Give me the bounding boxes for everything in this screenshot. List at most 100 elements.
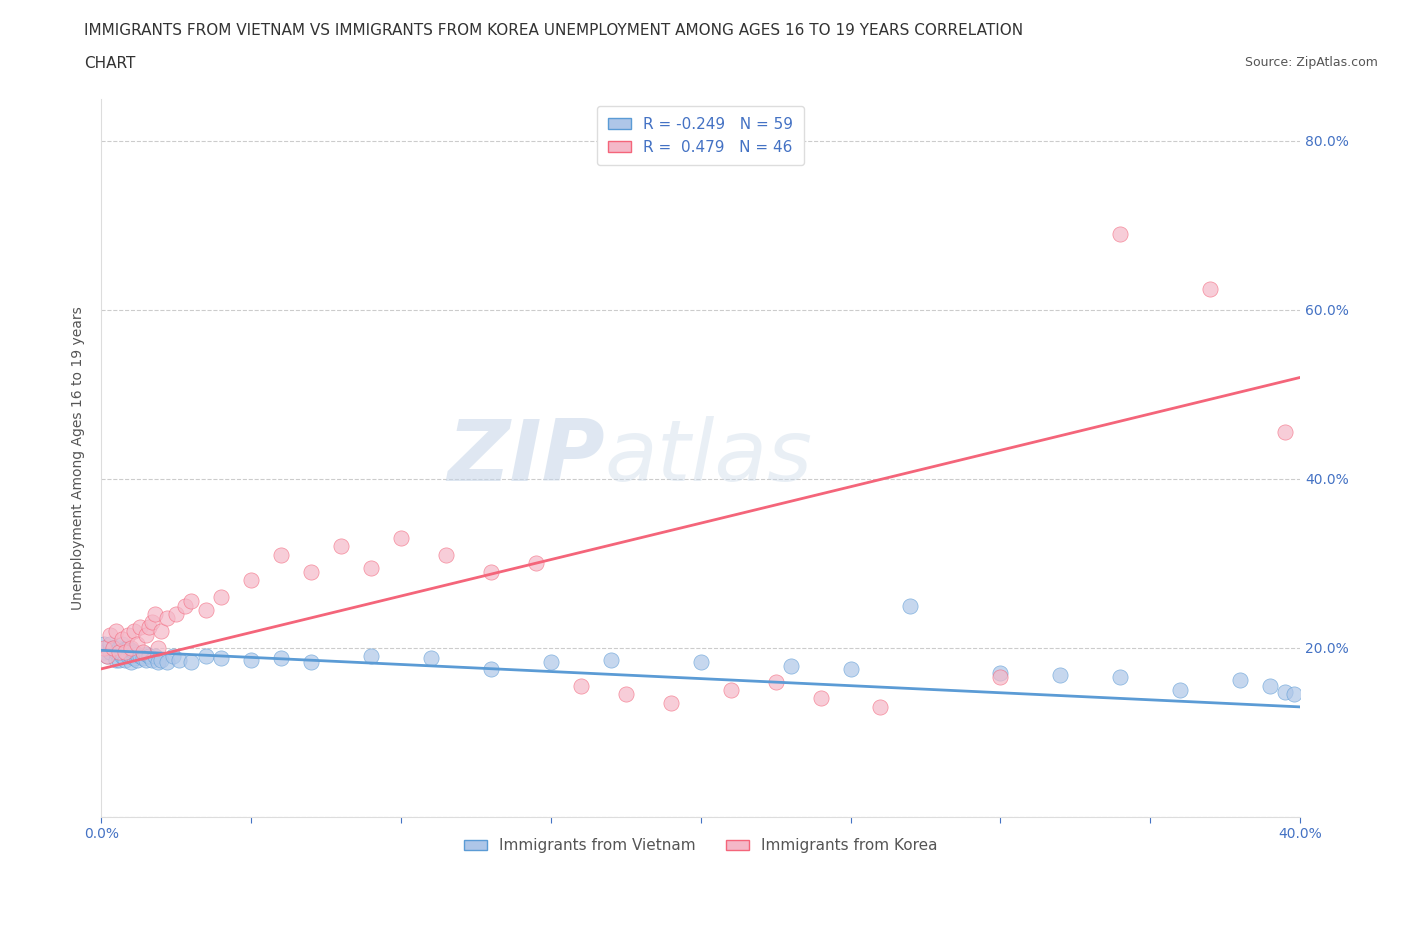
- Point: [122, 650, 145, 665]
- Point: [105, 653, 128, 668]
- Point: [127, 646, 149, 661]
- Point: [138, 619, 160, 634]
- Point: [1049, 668, 1071, 683]
- Point: [138, 649, 160, 664]
- Text: CHART: CHART: [84, 56, 136, 71]
- Point: [360, 560, 382, 575]
- Point: [195, 603, 218, 618]
- Point: [135, 628, 157, 643]
- Point: [434, 548, 457, 563]
- Point: [765, 674, 787, 689]
- Point: [98, 628, 121, 643]
- Point: [108, 644, 131, 659]
- Point: [96, 649, 118, 664]
- Text: Source: ZipAtlas.com: Source: ZipAtlas.com: [1244, 56, 1378, 69]
- Point: [98, 644, 121, 659]
- Point: [360, 649, 382, 664]
- Legend: Immigrants from Vietnam, Immigrants from Korea: Immigrants from Vietnam, Immigrants from…: [457, 832, 943, 859]
- Point: [117, 628, 139, 643]
- Point: [114, 642, 136, 657]
- Point: [132, 644, 155, 659]
- Point: [150, 623, 173, 638]
- Point: [105, 623, 128, 638]
- Point: [103, 641, 125, 656]
- Point: [988, 670, 1011, 684]
- Point: [127, 636, 149, 651]
- Point: [143, 649, 166, 664]
- Point: [1109, 226, 1132, 241]
- Point: [810, 691, 832, 706]
- Point: [135, 646, 157, 661]
- Point: [479, 565, 502, 579]
- Point: [900, 598, 922, 613]
- Y-axis label: Unemployment Among Ages 16 to 19 years: Unemployment Among Ages 16 to 19 years: [72, 306, 86, 609]
- Point: [1282, 686, 1305, 701]
- Point: [96, 649, 118, 664]
- Point: [105, 644, 128, 659]
- Point: [1274, 684, 1296, 699]
- Point: [839, 661, 862, 676]
- Point: [659, 696, 682, 711]
- Point: [141, 653, 163, 668]
- Point: [1274, 425, 1296, 440]
- Point: [120, 649, 142, 664]
- Point: [132, 650, 155, 665]
- Point: [419, 650, 441, 665]
- Point: [270, 548, 292, 563]
- Point: [720, 683, 742, 698]
- Point: [150, 653, 173, 668]
- Point: [569, 678, 592, 693]
- Point: [1109, 670, 1132, 684]
- Point: [111, 631, 134, 646]
- Point: [156, 611, 179, 626]
- Text: ZIP: ZIP: [447, 417, 605, 499]
- Point: [174, 598, 197, 613]
- Point: [240, 653, 263, 668]
- Point: [120, 643, 142, 658]
- Point: [143, 606, 166, 621]
- Point: [779, 659, 801, 674]
- Point: [108, 653, 131, 668]
- Point: [614, 686, 637, 701]
- Point: [122, 623, 145, 638]
- Point: [108, 641, 131, 656]
- Point: [240, 573, 263, 588]
- Point: [146, 655, 169, 670]
- Point: [103, 641, 125, 656]
- Point: [1229, 672, 1251, 687]
- Point: [180, 594, 202, 609]
- Point: [299, 565, 322, 579]
- Point: [114, 644, 136, 659]
- Point: [180, 655, 202, 670]
- Point: [167, 653, 190, 668]
- Point: [299, 655, 322, 670]
- Text: atlas: atlas: [605, 417, 813, 499]
- Point: [98, 636, 121, 651]
- Point: [129, 619, 152, 634]
- Point: [524, 556, 547, 571]
- Point: [689, 655, 711, 670]
- Point: [114, 653, 136, 668]
- Point: [599, 653, 621, 668]
- Point: [117, 649, 139, 664]
- Point: [1168, 683, 1191, 698]
- Point: [270, 650, 292, 665]
- Point: [141, 615, 163, 630]
- Point: [869, 699, 891, 714]
- Point: [120, 641, 142, 656]
- Point: [540, 655, 562, 670]
- Point: [389, 530, 412, 545]
- Point: [479, 661, 502, 676]
- Point: [135, 653, 157, 668]
- Point: [93, 641, 115, 656]
- Point: [129, 649, 152, 664]
- Point: [117, 641, 139, 656]
- Point: [209, 650, 232, 665]
- Point: [93, 644, 115, 659]
- Point: [111, 644, 134, 659]
- Point: [988, 666, 1011, 681]
- Point: [195, 649, 218, 664]
- Point: [209, 590, 232, 604]
- Point: [156, 655, 179, 670]
- Point: [1258, 678, 1281, 693]
